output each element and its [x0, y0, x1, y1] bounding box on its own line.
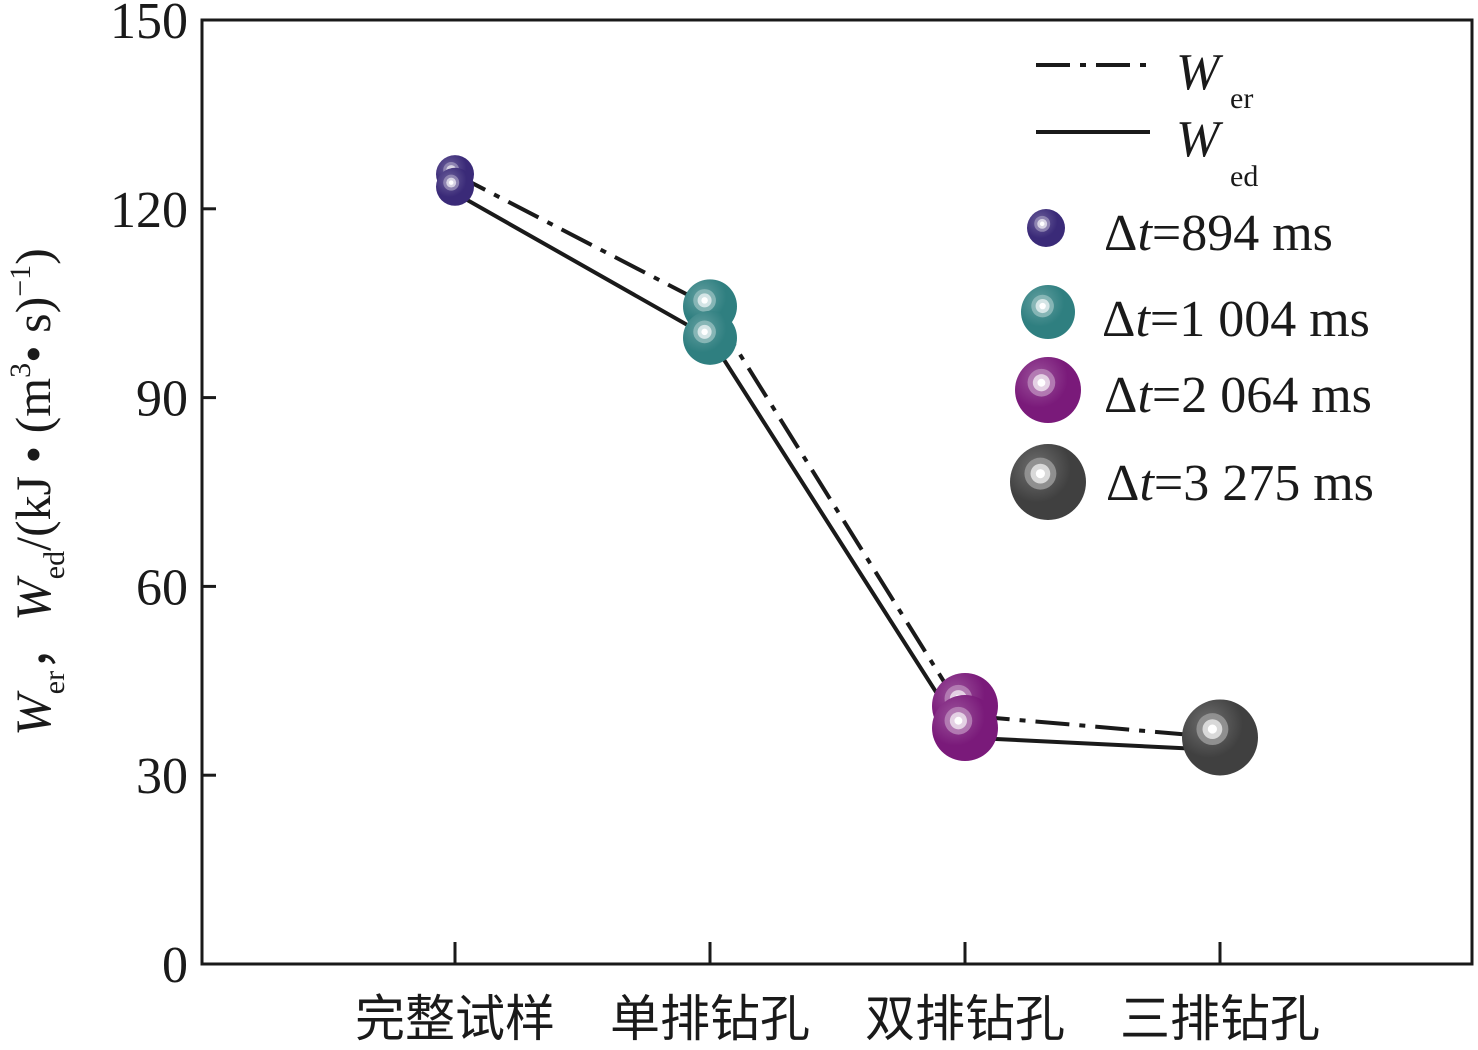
y-axis-title-part: W: [5, 575, 61, 621]
series-layer: [454, 172, 1221, 753]
legend-marker-3: [1010, 444, 1086, 520]
legend-delta: Δ: [1102, 291, 1135, 348]
legend-marker-2: [1015, 357, 1081, 423]
legend-label-ed: W: [1176, 111, 1224, 168]
y-tick-label: 30: [136, 748, 188, 805]
legend-t: t: [1139, 455, 1155, 512]
legend-marker-3-highlight-core: [1035, 469, 1045, 479]
x-tick-label: 双排钻孔: [865, 990, 1065, 1045]
legend-marker-0-highlight-core: [1039, 221, 1045, 227]
x-tick-label: 完整试样: [355, 990, 555, 1045]
series-line-er: [454, 172, 1221, 740]
x-axis: 完整试样 单排钻孔 双排钻孔 三排钻孔: [355, 942, 1320, 1048]
data-point-0-1-highlight-core: [448, 180, 454, 185]
x-tick-label: 三排钻孔: [1120, 990, 1320, 1045]
legend-label-sub-er: er: [1230, 82, 1253, 115]
legend-label-er: W: [1176, 44, 1224, 101]
y-tick-label: 120: [110, 182, 188, 239]
y-axis-title-part: • s): [5, 297, 61, 363]
series-line-ed: [454, 191, 1221, 753]
y-axis-title-part: ed: [38, 551, 71, 579]
legend-label-dt-3: Δt=3 275 ms: [1106, 455, 1374, 512]
legend-value: =3 275 ms: [1154, 455, 1374, 512]
legend-delta: Δ: [1106, 455, 1139, 512]
legend-label-dt-1: Δt=1 004 ms: [1102, 291, 1370, 348]
data-point-3-0: [1182, 699, 1258, 776]
x-tick-label: 单排钻孔: [610, 990, 810, 1045]
legend-label-sub-ed: ed: [1230, 160, 1258, 193]
y-tick-label: 60: [136, 559, 188, 616]
legend-marker-0: [1027, 209, 1065, 247]
legend-value: =1 004 ms: [1150, 291, 1370, 348]
y-axis-title-part: 3: [4, 363, 37, 378]
data-point-1-1: [683, 310, 737, 365]
y-tick-label: 150: [110, 0, 188, 50]
legend-delta: Δ: [1104, 367, 1137, 424]
data-point-0-1: [436, 167, 474, 206]
y-axis-title-part: er: [38, 671, 71, 694]
y-axis-title: Wer，Wed/(kJ • (m3• s)−1): [4, 248, 71, 736]
legend-value: =894 ms: [1152, 205, 1333, 262]
y-axis-title-part: −1: [4, 265, 37, 297]
legend-marker-1: [1021, 285, 1075, 339]
y-axis-title-part: /(kJ • (m: [5, 378, 61, 551]
legend-t: t: [1135, 291, 1151, 348]
legend-delta: Δ: [1104, 205, 1137, 262]
legend-t: t: [1137, 367, 1153, 424]
marker-layer: [436, 155, 1258, 776]
legend-marker-2-highlight-core: [1037, 378, 1046, 387]
y-axis-title-part: ，: [5, 621, 61, 671]
data-point-1-0-highlight-core: [701, 297, 708, 304]
legend-t: t: [1137, 205, 1153, 262]
y-tick-label: 90: [136, 371, 188, 428]
legend-label-dt-2: Δt=2 064 ms: [1104, 367, 1372, 424]
legend-label-dt-0: Δt=894 ms: [1104, 205, 1333, 262]
y-axis-label: Wer，Wed/(kJ • (m3• s)−1): [4, 248, 71, 736]
y-axis-title-part: W: [5, 690, 61, 736]
plot-frame: [200, 18, 1474, 966]
y-tick-label: 0: [162, 937, 188, 994]
data-point-2-1: [932, 695, 998, 761]
y-axis: 0 30 60 90 120 150: [110, 0, 216, 994]
y-axis-title-part: ): [5, 248, 61, 265]
data-point-3-0-highlight-core: [1207, 724, 1217, 734]
legend-value: =2 064 ms: [1152, 367, 1372, 424]
y-axis-title-text: Wer，Wed/(kJ • (m3• s)−1): [4, 248, 71, 736]
data-point-1-1-highlight-core: [701, 328, 708, 336]
legend-marker-1-highlight-core: [1039, 302, 1046, 310]
data-point-2-1-highlight-core: [954, 716, 963, 725]
